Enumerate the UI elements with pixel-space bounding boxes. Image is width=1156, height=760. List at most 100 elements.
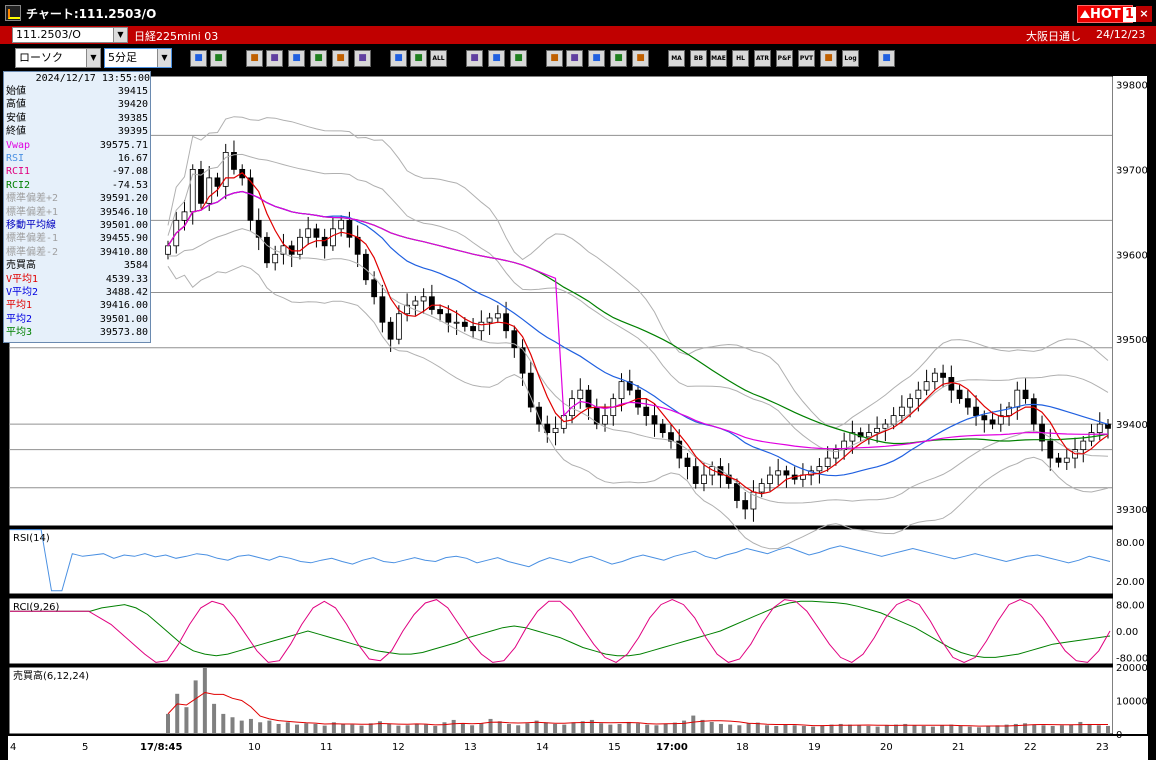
info-row: 高値 39420 [6, 98, 150, 111]
candle-body [668, 432, 674, 442]
toolbar-erase-button[interactable]: ■ [466, 50, 483, 67]
toolbar-brush-button[interactable]: ■ [488, 50, 505, 67]
time-tick-label: 19 [808, 742, 821, 753]
volume-bar [488, 718, 493, 734]
candle-body [470, 326, 476, 332]
toolbar-chart1-button[interactable]: ■ [588, 50, 605, 67]
info-row-value: 39410.80 [99, 246, 148, 258]
toolbar-box2-button[interactable]: ■ [820, 50, 837, 67]
candle-body [923, 381, 930, 391]
chart-type-select[interactable]: ローソク ▼ [15, 48, 101, 68]
toolbar-all-button[interactable]: ALL [430, 50, 447, 67]
toolbar-hl-button[interactable]: HL [732, 50, 749, 67]
candle-body [915, 389, 922, 400]
title-bar[interactable]: チャート:111.2503/O HOT 1 × [0, 0, 1156, 26]
hot-number: 1 [1122, 7, 1136, 22]
candle-body [494, 313, 501, 319]
toolbar-fill-button[interactable]: ■ [266, 50, 283, 67]
time-tick-label: 5 [82, 742, 88, 753]
close-button[interactable]: × [1136, 6, 1152, 22]
candle-body [775, 470, 782, 476]
candle-body [758, 483, 765, 493]
candle-body [313, 228, 320, 238]
volume-avg-line [167, 691, 1108, 727]
toolbar-log-button[interactable]: Log [842, 50, 859, 67]
candle-body [849, 432, 856, 442]
symbol-select[interactable]: 111.2503/O ▼ [12, 27, 128, 43]
candle-body [198, 168, 204, 204]
volume-bar [387, 723, 392, 734]
toolbar-palette-button[interactable]: ■ [510, 50, 527, 67]
volume-bar [359, 725, 364, 734]
candle-body [461, 321, 468, 327]
info-row: RCI2 -74.53 [6, 179, 150, 192]
volume-bar [350, 724, 355, 734]
info-row-value: 39591.20 [99, 193, 148, 205]
candle-body [445, 313, 452, 323]
price-tick-label: 39400 [1116, 420, 1148, 431]
toolbar-mark-button[interactable]: ■ [410, 50, 427, 67]
blank-icon: ■ [636, 53, 645, 63]
instrument-name: 日経225mini 03 [134, 30, 219, 43]
mark-icon: ■ [414, 53, 423, 63]
toolbar-box-button[interactable]: ■ [390, 50, 407, 67]
candle-body [222, 152, 229, 187]
hot-indicator[interactable]: HOT 1 [1077, 5, 1136, 23]
info-row-value: 39501.00 [99, 220, 148, 231]
chevron-down-icon[interactable]: ▼ [157, 49, 171, 67]
interval-select[interactable]: 5分足 ▼ [104, 48, 172, 68]
toolbar-exit-button[interactable]: ■ [878, 50, 895, 67]
toolbar-pvt-button[interactable]: PVT [798, 50, 815, 67]
toolbar-atr-button[interactable]: ATR [754, 50, 771, 67]
chevron-down-icon[interactable]: ▼ [113, 28, 127, 42]
candle-body [486, 317, 493, 323]
volume-bar [875, 726, 880, 734]
chevron-down-icon[interactable]: ▼ [86, 49, 100, 67]
candle-body [189, 168, 196, 213]
toolbar-par-button[interactable]: P&F [776, 50, 793, 67]
toolbar-mae-button[interactable]: MAE [710, 50, 727, 67]
toolbar-draw-button[interactable]: ■ [246, 50, 263, 67]
toolbar-flag-button[interactable]: ■ [610, 50, 627, 67]
candle-body [865, 432, 872, 438]
price-axis [1113, 76, 1147, 734]
volume-bar [451, 719, 456, 734]
time-axis [8, 736, 1148, 760]
info-row-value: 39395 [117, 126, 148, 138]
toolbar-zoom-button[interactable]: ■ [190, 50, 207, 67]
chart-canvas[interactable]: 39800 39700 39600 39500 39400 39300 80.00 20.00… [8, 74, 1148, 760]
volume-bar [497, 721, 502, 734]
toolbar-arrow-button[interactable]: ■ [310, 50, 327, 67]
volume-bar [1023, 723, 1028, 734]
candle-body [1096, 423, 1103, 434]
volume-bar [755, 722, 760, 734]
info-row-label: Vwap [6, 139, 31, 151]
info-row-value: 39420 [117, 99, 148, 111]
rci-tick-label: -80.00 [1116, 653, 1148, 664]
info-row: Vwap 39575.71 [6, 139, 150, 152]
toolbar-blank-button[interactable]: ■ [632, 50, 649, 67]
volume-bar [949, 724, 954, 734]
toolbar-crosshair-button[interactable]: ■ [210, 50, 227, 67]
bollinger-band-line [167, 265, 1109, 550]
candle-body [973, 406, 979, 417]
toolbar-select-button[interactable]: ■ [288, 50, 305, 67]
toolbar-search-button[interactable]: ■ [566, 50, 583, 67]
symbol-value: 111.2503/O [16, 28, 81, 41]
info-row: 売買高 3584 [6, 259, 150, 272]
toolbar-trash-button[interactable]: ■ [354, 50, 371, 67]
toolbar-ma-button[interactable]: MA [668, 50, 685, 67]
toolbar-print-button[interactable]: ■ [546, 50, 563, 67]
volume-bar [405, 725, 410, 734]
volume-bar [691, 715, 696, 734]
info-row: 標準偏差+1 39546.10 [6, 206, 150, 219]
chart-app-icon [5, 5, 21, 21]
toolbar-bb-button[interactable]: BB [690, 50, 707, 67]
volume-bar [654, 725, 659, 734]
volume-bar [976, 727, 981, 734]
volume-bar [248, 718, 253, 734]
candle-body [165, 245, 171, 255]
candle-body [379, 296, 386, 323]
candle-body [783, 470, 790, 476]
toolbar-notes-button[interactable]: ■ [332, 50, 349, 67]
